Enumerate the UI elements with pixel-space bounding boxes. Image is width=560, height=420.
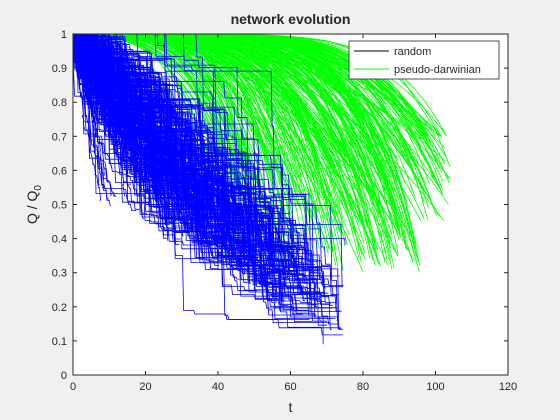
line-random: [73, 34, 236, 241]
line-random: [73, 34, 232, 226]
legend: random pseudo-darwinian: [348, 40, 500, 80]
line-random: [73, 34, 319, 272]
line-random: [73, 34, 125, 197]
y-tick-label: 1: [61, 29, 67, 41]
line-random: [73, 34, 281, 300]
line-random: [73, 34, 343, 288]
y-tick-label: 0.1: [52, 336, 67, 348]
line-random: [73, 34, 108, 183]
series-lines: [73, 34, 451, 345]
line-pseudo-darwinian: [73, 34, 402, 200]
line-random: [73, 34, 101, 169]
x-tick-label: 0: [70, 381, 76, 393]
x-tick-label: 80: [357, 381, 369, 393]
y-tick-label: 0.7: [52, 131, 67, 143]
legend-label-random: random: [394, 46, 431, 58]
line-random: [73, 34, 303, 315]
line-pseudo-darwinian: [73, 34, 371, 259]
line-random: [73, 34, 250, 260]
svg-text:Q / Q0: Q / Q0: [24, 185, 44, 224]
y-tick-label: 0.3: [52, 268, 67, 280]
y-tick-label: 0.8: [52, 97, 67, 109]
line-pseudo-darwinian: [73, 34, 299, 204]
line-random: [73, 34, 346, 246]
line-random: [73, 34, 275, 245]
y-axis-label-base: Q / Q: [24, 190, 40, 224]
line-random: [73, 34, 334, 295]
line-random: [73, 34, 232, 210]
x-tick-label: 120: [499, 381, 517, 393]
line-random: [73, 34, 316, 281]
y-tick-label: 0.5: [52, 200, 67, 212]
line-random: [73, 34, 277, 280]
legend-box: [348, 40, 500, 80]
line-pseudo-darwinian: [73, 34, 324, 229]
x-axis-label: t: [289, 399, 293, 415]
line-pseudo-darwinian: [73, 34, 367, 162]
line-pseudo-darwinian: [73, 34, 219, 160]
y-tick-label: 0.9: [52, 63, 67, 75]
line-random: [73, 34, 205, 259]
line-random: [73, 34, 184, 237]
line-pseudo-darwinian: [73, 34, 441, 169]
y-tick-label: 0: [61, 370, 67, 382]
line-random: [73, 34, 275, 248]
line-random: [73, 34, 338, 309]
x-tick-label: 40: [212, 381, 224, 393]
line-random: [73, 34, 295, 265]
x-tick-label: 20: [139, 381, 151, 393]
line-pseudo-darwinian: [73, 34, 451, 168]
y-tick-label: 0.2: [52, 302, 67, 314]
axis-ticks: 0 20 40 60 80 100 120 0 0.1 0.2 0.3 0.4 0.5 0.6 0.7 0.8…: [52, 29, 517, 393]
line-pseudo-darwinian: [73, 34, 341, 246]
line-random: [73, 34, 304, 253]
line-random: [73, 34, 277, 304]
x-tick-label: 100: [426, 381, 444, 393]
y-axis-label-subscript: 0: [33, 185, 44, 191]
line-pseudo-darwinian: [73, 34, 268, 202]
line-random: [73, 34, 240, 257]
chart-title: network evolution: [231, 11, 351, 27]
legend-label-pseudo-darwinian: pseudo-darwinian: [394, 64, 481, 76]
y-axis-label: Q / Q0: [24, 185, 44, 224]
line-pseudo-darwinian: [73, 34, 443, 195]
y-tick-label: 0.4: [52, 234, 67, 246]
x-tick-label: 60: [284, 381, 296, 393]
line-random: [73, 34, 309, 265]
y-tick-label: 0.6: [52, 165, 67, 177]
line-random: [73, 34, 333, 309]
line-random: [73, 34, 283, 272]
line-pseudo-darwinian: [73, 34, 447, 157]
line-random: [73, 34, 321, 301]
line-pseudo-darwinian: [73, 34, 393, 270]
